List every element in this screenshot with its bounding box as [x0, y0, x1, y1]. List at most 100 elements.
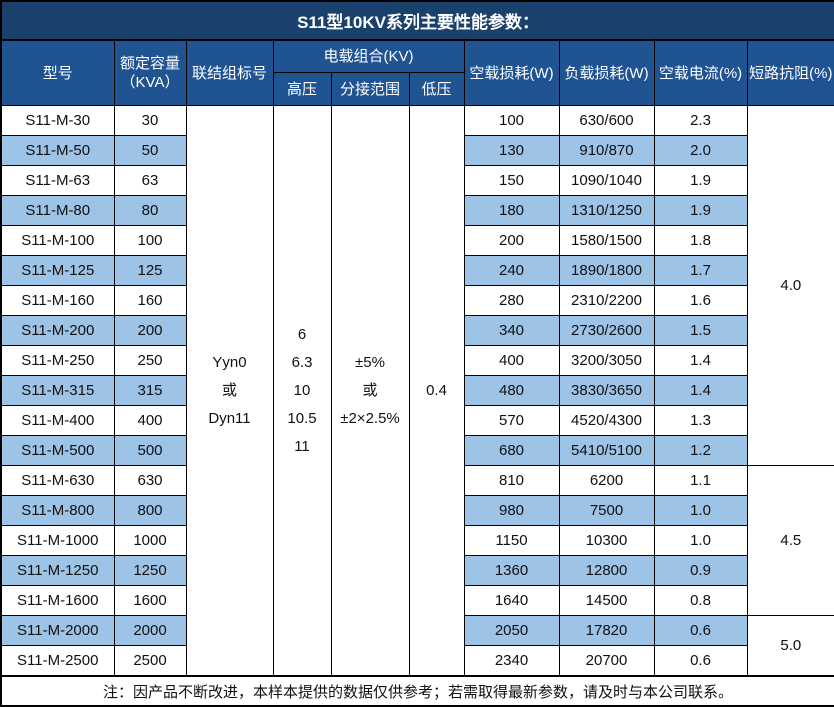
col-header-voltage-combo: 电载组合(KV) — [272, 39, 465, 73]
table-row: S11-M-1250 1250 1360 12800 0.9 — [0, 555, 834, 586]
no-load-loss-cell: 680 — [463, 435, 560, 466]
table-row: S11-M-200 200 340 2730/2600 1.5 — [0, 315, 834, 346]
header-row-top: 型号 额定容量 （KVA） 联结组标号 电载组合(KV) 空载损耗(W) 负载损… — [0, 39, 834, 106]
no-load-loss-cell: 150 — [463, 165, 560, 196]
model-cell: S11-M-1600 — [0, 585, 115, 616]
load-loss-cell: 1310/1250 — [558, 195, 655, 226]
table-row: S11-M-63 63 150 1090/1040 1.9 — [0, 165, 834, 196]
model-cell: S11-M-1000 — [0, 525, 115, 556]
header-row-sub: 高压 分接范围 低压 — [1, 72, 834, 106]
model-cell: S11-M-250 — [0, 345, 115, 376]
table-row: S11-M-315 315 480 3830/3650 1.4 — [0, 375, 834, 406]
no-load-loss-cell: 1150 — [463, 525, 560, 556]
page-title: S11型10KV系列主要性能参数： — [0, 0, 834, 41]
model-cell: S11-M-630 — [0, 465, 115, 496]
no-load-current-cell: 2.3 — [653, 105, 748, 136]
model-cell: S11-M-2000 — [0, 615, 115, 646]
model-cell: S11-M-100 — [0, 225, 115, 256]
table-row: S11-M-2500 2500 2340 20700 0.6 — [0, 645, 834, 677]
capacity-cell: 200 — [113, 315, 187, 346]
model-cell: S11-M-200 — [0, 315, 115, 346]
load-loss-cell: 2310/2200 — [558, 285, 655, 316]
col-header-no-load-current: 空载电流(%) — [653, 39, 748, 106]
model-cell: S11-M-80 — [0, 195, 115, 226]
col-header-vector-group: 联结组标号 — [185, 39, 274, 106]
title-row: S11型10KV系列主要性能参数： — [0, 0, 834, 41]
col-header-capacity: 额定容量 （KVA） — [113, 39, 187, 106]
no-load-current-cell: 1.7 — [653, 255, 748, 286]
no-load-loss-cell: 400 — [463, 345, 560, 376]
capacity-cell: 400 — [113, 405, 187, 436]
capacity-cell: 315 — [113, 375, 187, 406]
table-row: S11-M-30 30 Yyn0 或 Dyn11 6 6.3 10 10.5 11 ±5… — [0, 105, 834, 677]
no-load-current-cell: 1.2 — [653, 435, 748, 466]
table-row: S11-M-125 125 240 1890/1800 1.7 — [0, 255, 834, 286]
load-loss-cell: 1090/1040 — [558, 165, 655, 196]
model-cell: S11-M-30 — [0, 105, 115, 136]
table-row: S11-M-800 800 980 7500 1.0 — [0, 495, 834, 526]
model-cell: S11-M-160 — [0, 285, 115, 316]
capacity-cell: 800 — [113, 495, 187, 526]
model-cell: S11-M-800 — [0, 495, 115, 526]
load-loss-cell: 630/600 — [558, 105, 655, 136]
no-load-current-cell: 1.9 — [653, 195, 748, 226]
no-load-loss-cell: 340 — [463, 315, 560, 346]
table-row: S11-M-630 630 810 6200 1.1 4.5 — [0, 465, 834, 616]
table-row: S11-M-100 100 200 1580/1500 1.8 — [0, 225, 834, 256]
load-loss-cell: 4520/4300 — [558, 405, 655, 436]
capacity-cell: 100 — [113, 225, 187, 256]
capacity-cell: 2000 — [113, 615, 187, 646]
load-loss-cell: 1580/1500 — [558, 225, 655, 256]
no-load-current-cell: 0.9 — [653, 555, 748, 586]
load-loss-cell: 14500 — [558, 585, 655, 616]
table-row: S11-M-80 80 180 1310/1250 1.9 — [0, 195, 834, 226]
no-load-current-cell: 2.0 — [653, 135, 748, 166]
lv-cell: 0.4 — [408, 105, 465, 677]
model-cell: S11-M-50 — [0, 135, 115, 166]
load-loss-cell: 3830/3650 — [558, 375, 655, 406]
no-load-current-cell: 1.4 — [653, 345, 748, 376]
vector-group-cell: Yyn0 或 Dyn11 — [185, 105, 274, 677]
col-header-load-loss: 负载损耗(W) — [558, 39, 655, 106]
no-load-current-cell: 1.8 — [653, 225, 748, 256]
no-load-loss-cell: 980 — [463, 495, 560, 526]
load-loss-cell: 5410/5100 — [558, 435, 655, 466]
note-row: 注：因产品不断改进，本样本提供的数据仅供参考；若需取得最新参数，请及时与本公司联… — [0, 675, 834, 707]
load-loss-cell: 1890/1800 — [558, 255, 655, 286]
table-body: S11-M-30 30 Yyn0 或 Dyn11 6 6.3 10 10.5 11 ±5… — [0, 105, 834, 677]
impedance-cell: 4.5 — [746, 465, 834, 616]
col-header-model: 型号 — [0, 39, 115, 106]
table-footer: 注：因产品不断改进，本样本提供的数据仅供参考；若需取得最新参数，请及时与本公司联… — [0, 675, 834, 707]
capacity-cell: 50 — [113, 135, 187, 166]
table-row: S11-M-160 160 280 2310/2200 1.6 — [0, 285, 834, 316]
no-load-loss-cell: 240 — [463, 255, 560, 286]
no-load-current-cell: 1.4 — [653, 375, 748, 406]
model-cell: S11-M-315 — [0, 375, 115, 406]
no-load-current-cell: 0.6 — [653, 615, 748, 646]
load-loss-cell: 10300 — [558, 525, 655, 556]
col-header-hv: 高压 — [272, 72, 332, 106]
no-load-loss-cell: 1360 — [463, 555, 560, 586]
table-row: S11-M-50 50 130 910/870 2.0 — [0, 135, 834, 166]
table-row: S11-M-1600 1600 1640 14500 0.8 — [0, 585, 834, 616]
model-cell: S11-M-125 — [0, 255, 115, 286]
no-load-current-cell: 0.6 — [653, 645, 748, 677]
load-loss-cell: 3200/3050 — [558, 345, 655, 376]
no-load-loss-cell: 570 — [463, 405, 560, 436]
no-load-loss-cell: 180 — [463, 195, 560, 226]
no-load-current-cell: 0.8 — [653, 585, 748, 616]
hv-cell: 6 6.3 10 10.5 11 — [272, 105, 332, 677]
no-load-current-cell: 1.9 — [653, 165, 748, 196]
no-load-loss-cell: 200 — [463, 225, 560, 256]
table-note: 注：因产品不断改进，本样本提供的数据仅供参考；若需取得最新参数，请及时与本公司联… — [0, 675, 834, 707]
table-header: S11型10KV系列主要性能参数： 型号 额定容量 （KVA） 联结组标号 电载… — [0, 0, 834, 106]
no-load-current-cell: 1.6 — [653, 285, 748, 316]
capacity-cell: 500 — [113, 435, 187, 466]
capacity-cell: 630 — [113, 465, 187, 496]
capacity-cell: 80 — [113, 195, 187, 226]
no-load-loss-cell: 810 — [463, 465, 560, 496]
no-load-loss-cell: 130 — [463, 135, 560, 166]
col-header-lv: 低压 — [408, 72, 465, 106]
no-load-loss-cell: 280 — [463, 285, 560, 316]
